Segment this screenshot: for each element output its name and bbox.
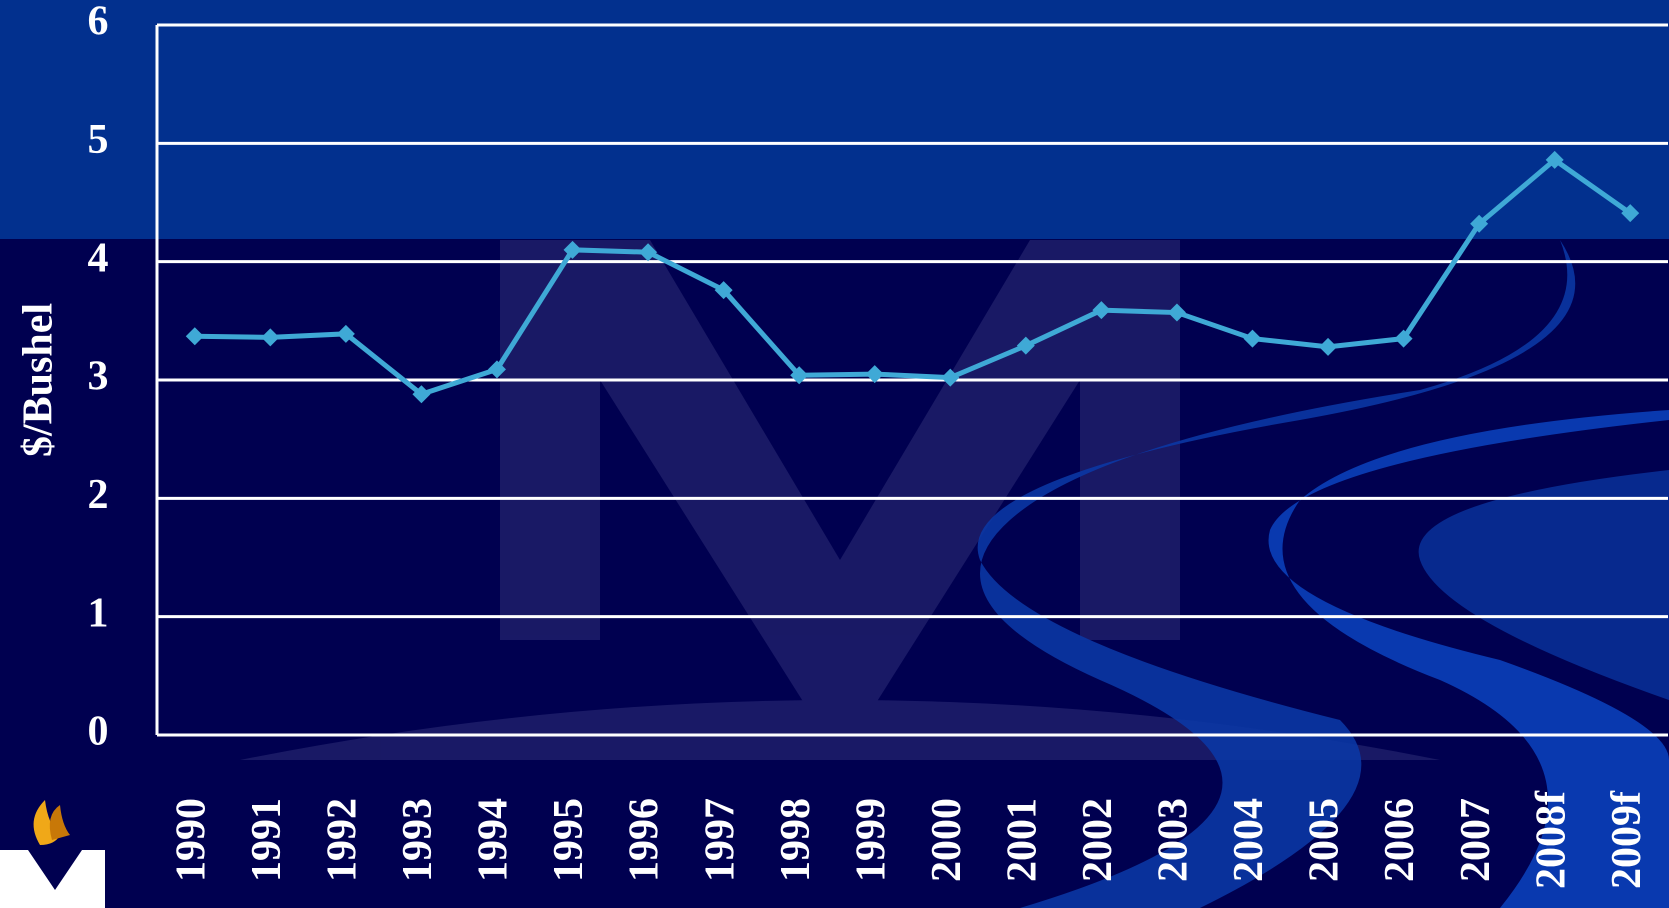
y-tick-label: 6 [88, 0, 109, 45]
marker [1016, 336, 1035, 355]
x-tick-label: 1996 [622, 798, 668, 882]
y-axis-label: $/Bushel [16, 303, 62, 457]
marker [639, 243, 658, 262]
marker [412, 385, 431, 404]
marker [1319, 337, 1338, 356]
marker [941, 368, 960, 387]
marker [1394, 329, 1413, 348]
marker [1092, 301, 1111, 320]
swooshes [977, 240, 1669, 908]
x-tick-label: 2004 [1226, 798, 1272, 882]
x-tick-label: 1993 [395, 798, 441, 882]
logo [0, 800, 105, 908]
header-band [0, 0, 1669, 239]
x-tick-label: 2003 [1151, 798, 1197, 882]
x-tick-label: 2000 [924, 798, 970, 882]
x-tick-label: 2002 [1075, 798, 1121, 882]
marker [487, 360, 506, 379]
marker [1167, 303, 1186, 322]
marker [1243, 329, 1262, 348]
y-tick-label: 4 [88, 235, 109, 281]
x-tick-label: 2009f [1604, 790, 1650, 889]
x-tick-label: 2005 [1302, 798, 1348, 882]
x-tick-label: 1991 [244, 798, 290, 882]
x-tick-label: 1998 [773, 798, 819, 882]
x-tick-label: 1994 [471, 798, 517, 882]
marker [336, 324, 355, 343]
y-tick-label: 5 [88, 117, 109, 163]
watermark [240, 240, 1440, 760]
marker [1470, 214, 1489, 233]
marker [865, 365, 884, 384]
x-tick-label: 2001 [999, 798, 1045, 882]
x-tick-label: 1992 [320, 798, 366, 882]
y-tick-label: 0 [88, 709, 109, 755]
x-tick-label: 2007 [1453, 798, 1499, 882]
y-tick-label: 3 [88, 354, 109, 400]
marker [1545, 150, 1564, 169]
x-tick-label: 1990 [168, 798, 214, 882]
x-tick-label: 1997 [697, 798, 743, 882]
x-tick-label: 2008f [1528, 790, 1574, 889]
marker [714, 281, 733, 300]
x-tick-label: 2006 [1377, 798, 1423, 882]
x-tick-label: 1999 [848, 798, 894, 882]
y-tick-label: 2 [88, 472, 109, 518]
marker [185, 327, 204, 346]
x-tick-label: 1995 [546, 798, 592, 882]
y-tick-label: 1 [88, 590, 109, 636]
marker [1621, 204, 1640, 223]
line [194, 156, 1632, 397]
marker [563, 240, 582, 259]
marker [261, 328, 280, 347]
marker [790, 366, 809, 385]
